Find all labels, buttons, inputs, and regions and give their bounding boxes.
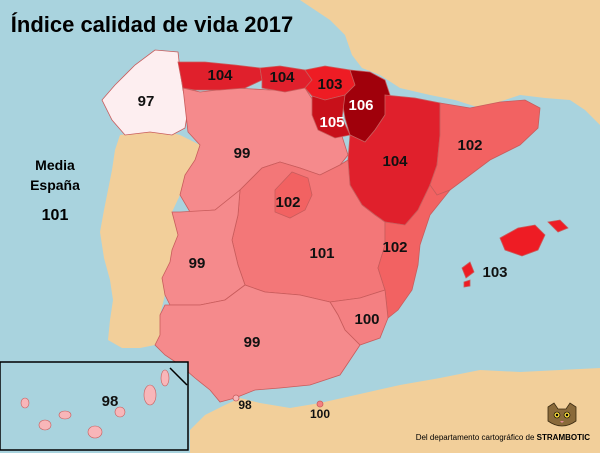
region-melilla[interactable]	[316, 400, 324, 408]
canarias-inset-corner	[169, 367, 188, 386]
label-baleares: 103	[482, 264, 507, 281]
label-melilla: 100	[310, 407, 330, 421]
label-extremadura: 99	[189, 255, 206, 272]
average-label-line2: España	[30, 177, 80, 193]
label-asturias: 104	[207, 67, 233, 84]
label-aragon: 104	[382, 153, 408, 170]
france-landmass	[300, 0, 600, 125]
label-madrid: 102	[275, 194, 300, 211]
region-baleares-formentera[interactable]	[463, 279, 471, 288]
strambotic-cat-icon	[547, 402, 577, 427]
region-asturias[interactable]	[177, 61, 263, 91]
map-title: Índice calidad de vida 2017	[11, 12, 293, 37]
credit-text: Del departamento cartográfico de STRAMBO…	[416, 433, 591, 442]
label-castilla-leon: 99	[234, 145, 251, 162]
region-comunidad-valenciana[interactable]	[377, 184, 452, 319]
label-navarra: 106	[348, 97, 373, 114]
label-cantabria: 104	[269, 69, 295, 86]
region-ceuta[interactable]	[232, 394, 240, 402]
region-canarias[interactable]	[20, 369, 170, 439]
region-cataluna[interactable]	[429, 99, 541, 196]
label-ceuta: 98	[238, 398, 252, 412]
label-la-rioja: 105	[319, 114, 344, 131]
africa-landmass	[190, 368, 600, 453]
region-andalucia[interactable]	[154, 284, 361, 403]
region-baleares-ibiza[interactable]	[461, 261, 475, 279]
region-baleares-menorca[interactable]	[547, 219, 569, 233]
region-baleares-mallorca[interactable]	[499, 224, 546, 257]
label-murcia: 100	[354, 311, 379, 328]
label-cataluna: 102	[457, 137, 482, 154]
average-label-line1: Media	[35, 157, 75, 173]
label-galicia: 97	[138, 93, 155, 110]
label-castilla-la-mancha: 101	[309, 245, 334, 262]
label-pais-vasco: 103	[317, 76, 342, 93]
label-canarias: 98	[102, 393, 119, 410]
average-value: 101	[42, 207, 69, 224]
label-comunidad-valenciana: 102	[382, 239, 407, 256]
portugal-landmass	[100, 130, 200, 348]
region-madrid[interactable]	[274, 171, 313, 219]
label-andalucia: 99	[244, 334, 261, 351]
